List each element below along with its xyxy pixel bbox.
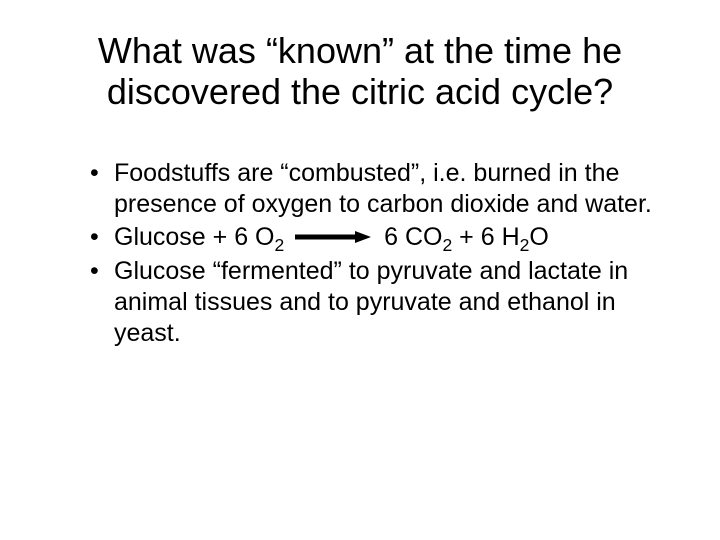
- equation-lhs-sub: 2: [275, 235, 285, 255]
- equation-rhs-a-sub: 2: [443, 235, 453, 255]
- title-line-1: What was “known” at the time he: [98, 30, 622, 71]
- bullet-item: Glucose “fermented” to pyruvate and lact…: [90, 256, 670, 350]
- bullet-text: Foodstuffs are “combusted”, i.e. burned …: [114, 159, 652, 218]
- bullet-list: Foodstuffs are “combusted”, i.e. burned …: [50, 158, 670, 350]
- slide: What was “known” at the time he discover…: [0, 0, 720, 540]
- slide-title: What was “known” at the time he discover…: [50, 30, 670, 113]
- bullet-item: Glucose + 6 O2 6 CO2 + 6 H2O: [90, 222, 670, 253]
- equation-rhs-b-sub: 2: [520, 235, 530, 255]
- equation-lhs: Glucose + 6 O: [114, 223, 275, 251]
- bullet-item: Foodstuffs are “combusted”, i.e. burned …: [90, 158, 670, 221]
- equation-rhs-c: O: [529, 223, 548, 251]
- title-line-2: discovered the citric acid cycle?: [107, 71, 613, 112]
- equation-rhs-b: + 6 H: [452, 223, 519, 251]
- equation-rhs-a: 6 CO: [384, 223, 442, 251]
- arrow-icon: [295, 231, 371, 243]
- bullet-text: Glucose “fermented” to pyruvate and lact…: [114, 257, 628, 348]
